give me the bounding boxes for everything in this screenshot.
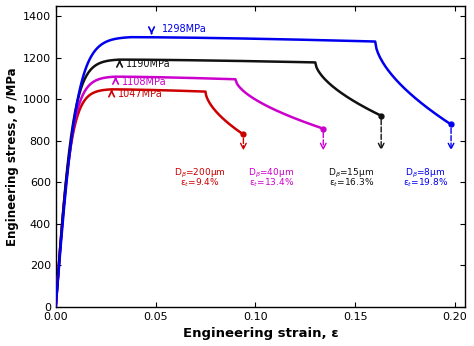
Text: 1298MPa: 1298MPa <box>162 25 206 35</box>
Text: ε$_t$=9.4%: ε$_t$=9.4% <box>180 176 219 189</box>
Text: D$_\beta$=40μm: D$_\beta$=40μm <box>248 167 294 180</box>
Text: 1190MPa: 1190MPa <box>126 59 170 69</box>
Text: ε$_t$=16.3%: ε$_t$=16.3% <box>328 176 374 189</box>
Text: D$_\beta$=8μm: D$_\beta$=8μm <box>405 167 445 180</box>
Text: 1108MPa: 1108MPa <box>122 77 166 87</box>
Text: ε$_t$=13.4%: ε$_t$=13.4% <box>249 176 294 189</box>
Y-axis label: Engineering stress, σ /MPa: Engineering stress, σ /MPa <box>6 67 18 246</box>
Text: D$_\beta$=200μm: D$_\beta$=200μm <box>173 167 225 180</box>
Text: ε$_t$=19.8%: ε$_t$=19.8% <box>402 176 447 189</box>
Text: 1047MPa: 1047MPa <box>118 89 163 99</box>
Text: D$_\beta$=15μm: D$_\beta$=15μm <box>328 167 374 180</box>
X-axis label: Engineering strain, ε: Engineering strain, ε <box>182 327 338 340</box>
